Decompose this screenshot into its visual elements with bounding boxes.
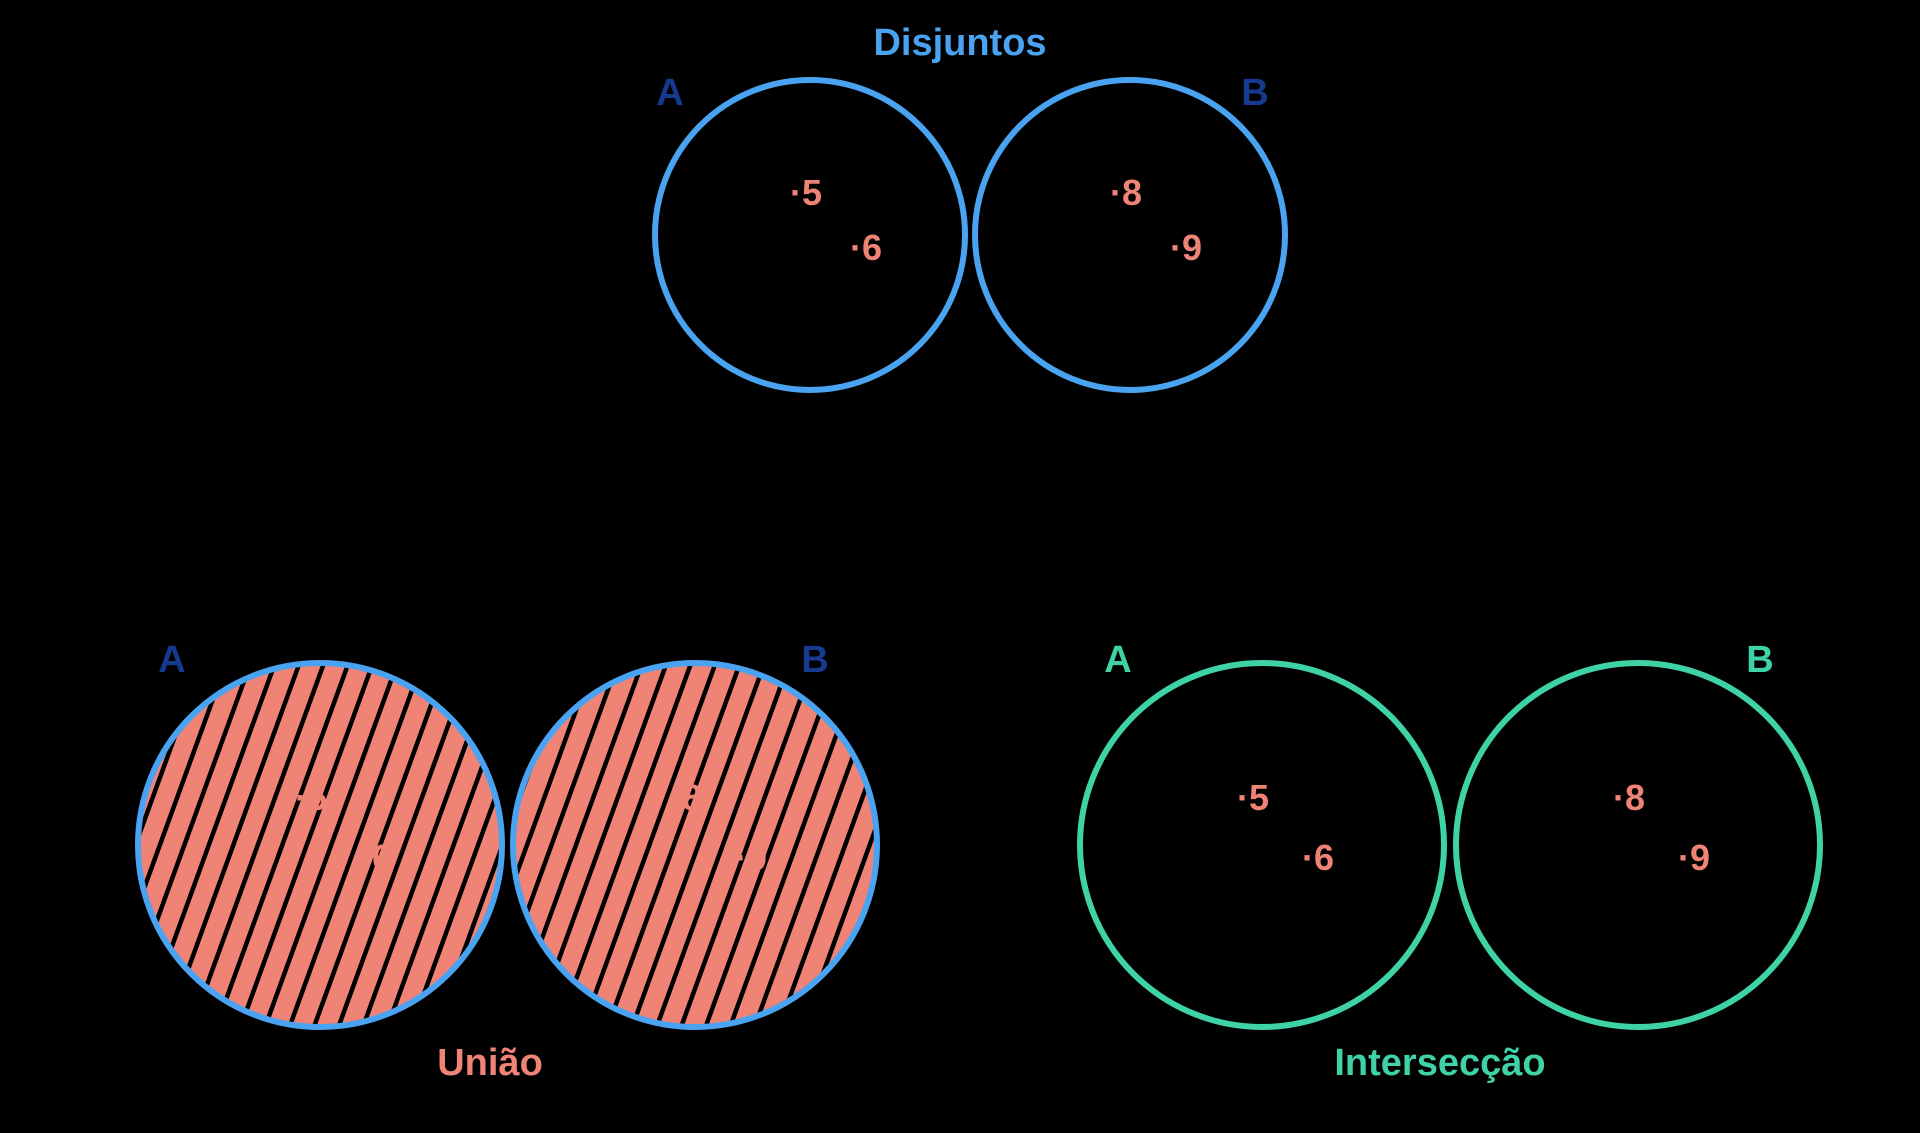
union-title: União <box>437 1042 543 1084</box>
disjoint-set-a-element-0: ·5 <box>790 172 822 213</box>
intersection-set-b-label: B <box>1746 639 1773 681</box>
union-set-a-label: A <box>158 639 185 681</box>
intersection-set-a-element-1: ·6 <box>1302 837 1334 878</box>
intersection-title: Intersecção <box>1334 1042 1545 1084</box>
union-set-a-element-0: ·5 <box>295 777 327 818</box>
venn-diagram-canvas: Disjuntos A ·5 ·6 B ·8 ·9 A ·5 ·6 B ·8 ·9 União A ·5 ·6 B… <box>0 0 1920 1133</box>
disjoint-set-a-element-1: ·6 <box>850 227 882 268</box>
disjoint-set-b-element-1: ·9 <box>1170 227 1202 268</box>
union-set-a-circle <box>138 663 502 1027</box>
disjoint-set-b-label: B <box>1241 72 1268 114</box>
union-set-b-label: B <box>801 639 828 681</box>
disjoint-set-b-element-0: ·8 <box>1110 172 1142 213</box>
intersection-set-b-element-1: ·9 <box>1678 837 1710 878</box>
intersection-set-b-element-0: ·8 <box>1613 777 1645 818</box>
union-set-b-element-0: ·8 <box>670 777 702 818</box>
disjoint-title: Disjuntos <box>873 22 1046 64</box>
union-set-a-element-1: ·6 <box>360 837 392 878</box>
intersection-set-a-label: A <box>1104 639 1131 681</box>
disjoint-set-a-label: A <box>656 72 683 114</box>
intersection-set-a-element-0: ·5 <box>1237 777 1269 818</box>
union-set-b-circle <box>513 663 877 1027</box>
union-set-b-element-1: ·9 <box>735 837 767 878</box>
